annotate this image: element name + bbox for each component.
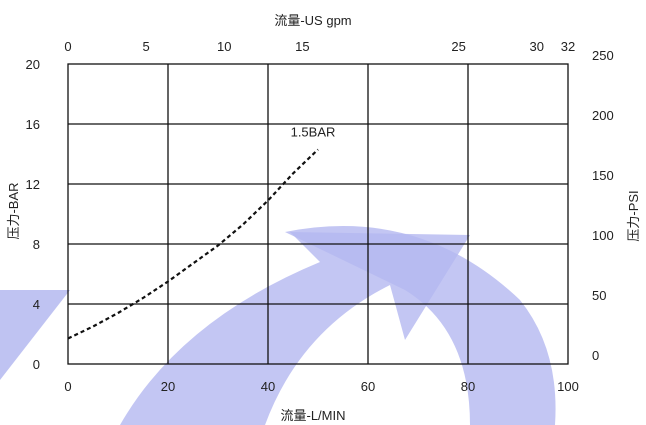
x-axis-top-title: 流量-US gpm — [274, 13, 351, 28]
x-tick-label: 80 — [461, 379, 475, 394]
top-tick-label: 0 — [64, 39, 71, 54]
series-label: 1.5BAR — [291, 125, 336, 140]
x-tick-label: 60 — [361, 379, 375, 394]
y-tick-label: 8 — [33, 237, 40, 252]
watermark-arc-shape — [285, 226, 556, 425]
y-axis-left-ticks: 0 4 8 12 16 20 — [26, 57, 40, 372]
y-tick-label: 12 — [26, 177, 40, 192]
top-tick-label: 32 — [561, 39, 575, 54]
y-tick-label: 20 — [26, 57, 40, 72]
y-tick-label: 0 — [33, 357, 40, 372]
y-axis-left-title: 压力-BAR — [6, 182, 21, 239]
right-tick-label: 200 — [592, 108, 614, 123]
right-tick-label: 250 — [592, 48, 614, 63]
x-tick-label: 100 — [557, 379, 579, 394]
top-tick-label: 15 — [295, 39, 309, 54]
right-tick-label: 100 — [592, 228, 614, 243]
x-tick-label: 40 — [261, 379, 275, 394]
x-tick-label: 20 — [161, 379, 175, 394]
series-layer: 1.5BAR — [67, 125, 336, 340]
x-tick-label: 0 — [64, 379, 71, 394]
x-axis-top-ticks: 0 5 10 15 25 30 32 — [64, 39, 575, 54]
y-tick-label: 16 — [26, 117, 40, 132]
watermark-arrow-shape — [70, 232, 470, 425]
x-axis-bottom-ticks: 0 20 40 60 80 100 — [64, 379, 578, 394]
watermark-shape-left — [0, 290, 70, 380]
right-tick-label: 50 — [592, 288, 606, 303]
right-tick-label: 150 — [592, 168, 614, 183]
right-tick-label: 0 — [592, 348, 599, 363]
top-tick-label: 30 — [530, 39, 544, 54]
y-axis-right-title: 压力-PSI — [626, 190, 641, 241]
top-tick-label: 25 — [451, 39, 465, 54]
top-tick-label: 5 — [143, 39, 150, 54]
watermark-arrow-logo — [0, 226, 556, 425]
y-axis-right-ticks: 0 50 100 150 200 250 — [592, 48, 614, 363]
plot-frame — [67, 63, 569, 365]
x-axis-bottom-title: 流量-L/MIN — [280, 408, 345, 423]
y-tick-label: 4 — [33, 297, 40, 312]
top-tick-label: 10 — [217, 39, 231, 54]
chart-grid — [67, 63, 569, 365]
